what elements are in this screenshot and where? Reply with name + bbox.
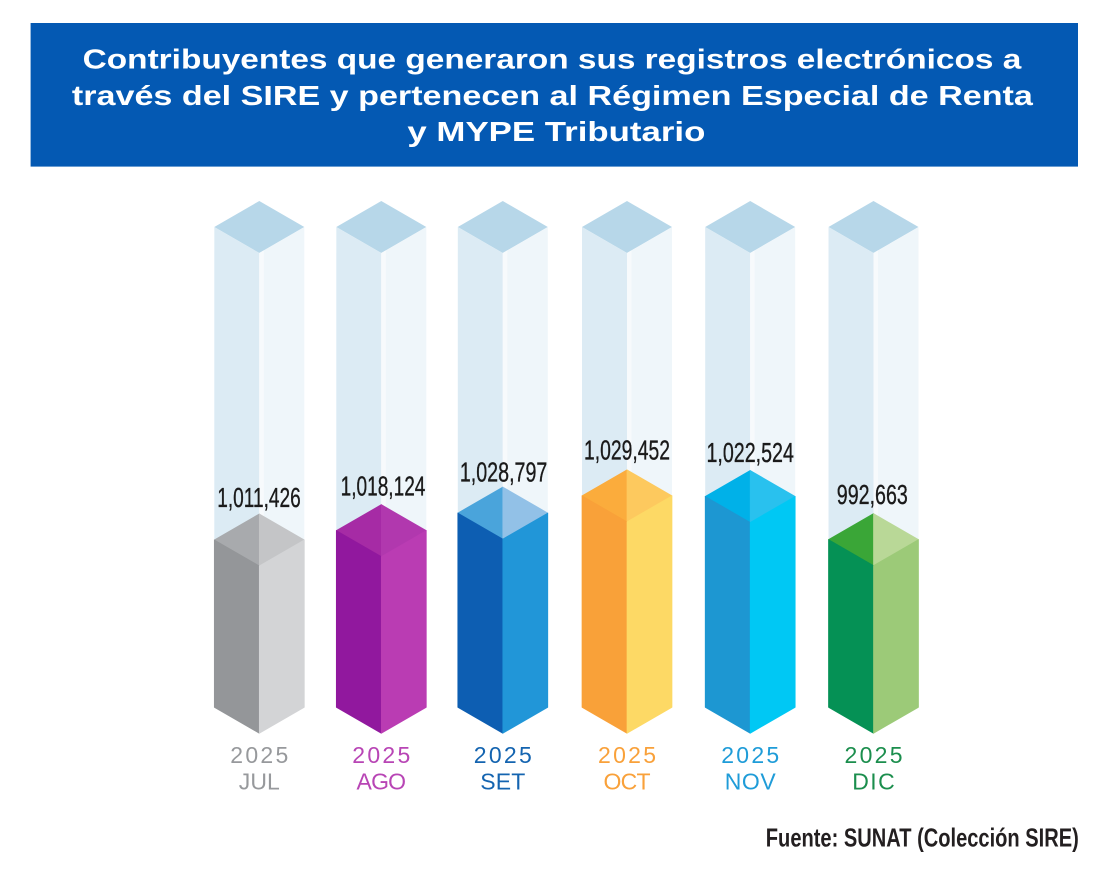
svg-text:1,028,797: 1,028,797 (460, 456, 548, 487)
svg-text:JUL: JUL (239, 769, 280, 795)
svg-text:través del SIRE y pertenecen a: través del SIRE y pertenecen al Régimen … (72, 80, 1034, 111)
svg-text:992,663: 992,663 (837, 479, 908, 510)
svg-text:2025: 2025 (598, 742, 656, 768)
svg-text:2025: 2025 (474, 742, 532, 768)
svg-text:Contribuyentes que generaron s: Contribuyentes que generaron sus registr… (83, 44, 1022, 75)
svg-text:1,018,124: 1,018,124 (341, 470, 426, 501)
svg-text:y MYPE Tributario: y MYPE Tributario (407, 116, 705, 147)
svg-text:SET: SET (480, 769, 525, 795)
svg-text:1,011,426: 1,011,426 (217, 482, 301, 513)
svg-text:2025: 2025 (721, 742, 779, 768)
svg-text:AGO: AGO (357, 769, 407, 795)
svg-text:DIC: DIC (852, 769, 895, 795)
svg-text:2025: 2025 (352, 742, 410, 768)
svg-text:1,022,524: 1,022,524 (706, 437, 794, 468)
svg-text:NOV: NOV (725, 769, 777, 795)
svg-text:2025: 2025 (230, 742, 288, 768)
svg-text:OCT: OCT (604, 769, 651, 795)
svg-text:1,029,452: 1,029,452 (584, 435, 670, 466)
svg-text:Fuente: SUNAT (Colección SIRE): Fuente: SUNAT (Colección SIRE) (766, 822, 1079, 852)
svg-text:2025: 2025 (845, 742, 903, 768)
